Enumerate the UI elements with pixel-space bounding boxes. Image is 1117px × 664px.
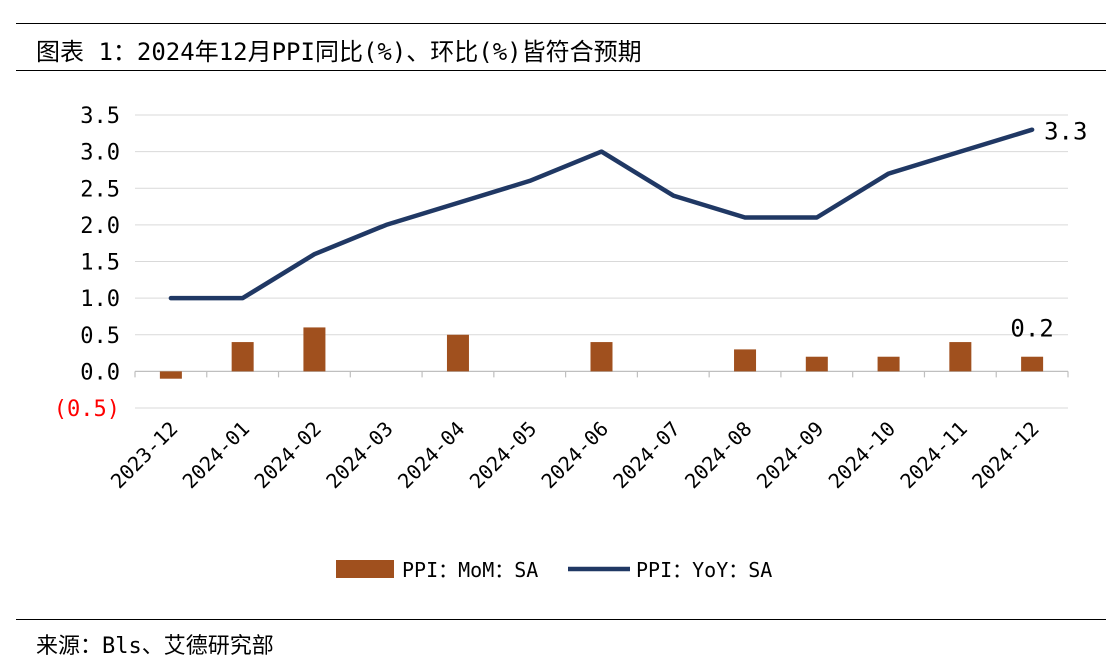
x-tick-label: 2024-01 xyxy=(178,417,255,494)
y-tick-label: 2.0 xyxy=(80,214,120,239)
y-axis-ticks: (0.5) 0.0 0.5 1.0 1.5 2.0 2.5 3.0 3.5 xyxy=(54,104,120,422)
top-rule xyxy=(16,23,1106,24)
x-tick-label: 2024-07 xyxy=(608,417,685,494)
y-tick-label: (0.5) xyxy=(54,397,120,422)
legend-swatch-mom xyxy=(336,560,394,578)
y-tick-label: 3.5 xyxy=(80,104,120,129)
x-tick-label: 2024-06 xyxy=(536,417,613,494)
source-rule xyxy=(16,619,1106,620)
bar-mom xyxy=(949,342,972,372)
x-tick-label: 2024-08 xyxy=(680,417,757,494)
x-tick-label: 2024-05 xyxy=(465,417,542,494)
bar-mom xyxy=(231,342,254,372)
bar-series xyxy=(159,327,1044,379)
bar-mom xyxy=(805,356,828,372)
x-tick-label: 2024-12 xyxy=(967,417,1044,494)
bar-mom xyxy=(1021,356,1044,372)
y-tick-label: 0.0 xyxy=(80,360,120,385)
line-series xyxy=(168,127,1035,301)
x-tick-label: 2024-04 xyxy=(393,417,470,494)
bar-mom xyxy=(446,334,469,372)
bar-mom xyxy=(877,356,900,372)
legend-label-yoy: PPI：YoY：SA xyxy=(636,558,772,582)
y-tick-label: 1.5 xyxy=(80,251,120,276)
data-label-mom: 0.2 xyxy=(1010,315,1053,343)
x-axis-ticks: 2023-122024-012024-022024-032024-042024-… xyxy=(106,417,1044,494)
annotations: 3.3 0.2 xyxy=(1010,118,1087,343)
bar-mom xyxy=(590,342,613,372)
x-tick-label: 2024-02 xyxy=(249,417,326,494)
title-rule xyxy=(16,70,1106,71)
x-tick-label: 2024-09 xyxy=(752,417,829,494)
legend-label-mom: PPI：MoM：SA xyxy=(402,558,538,582)
source-note: 来源：Bls、艾德研究部 xyxy=(36,634,274,659)
legend: PPI：MoM：SA PPI：YoY：SA xyxy=(336,558,772,582)
line-yoy xyxy=(168,127,1035,301)
x-tick-label: 2024-11 xyxy=(895,417,972,494)
y-tick-label: 3.0 xyxy=(80,141,120,166)
y-tick-label: 0.5 xyxy=(80,324,120,349)
x-tick-label: 2023-12 xyxy=(106,417,183,494)
y-tick-label: 1.0 xyxy=(80,287,120,312)
data-label-yoy: 3.3 xyxy=(1044,118,1087,146)
x-tick-label: 2024-10 xyxy=(824,417,901,494)
y-tick-label: 2.5 xyxy=(80,177,120,202)
x-tick-label: 2024-03 xyxy=(321,417,398,494)
bar-mom xyxy=(303,327,326,372)
bar-mom xyxy=(159,371,182,379)
bar-mom xyxy=(734,349,757,372)
figure-title: 图表 1：2024年12月PPI同比(%)、环比(%)皆符合预期 xyxy=(36,38,642,66)
